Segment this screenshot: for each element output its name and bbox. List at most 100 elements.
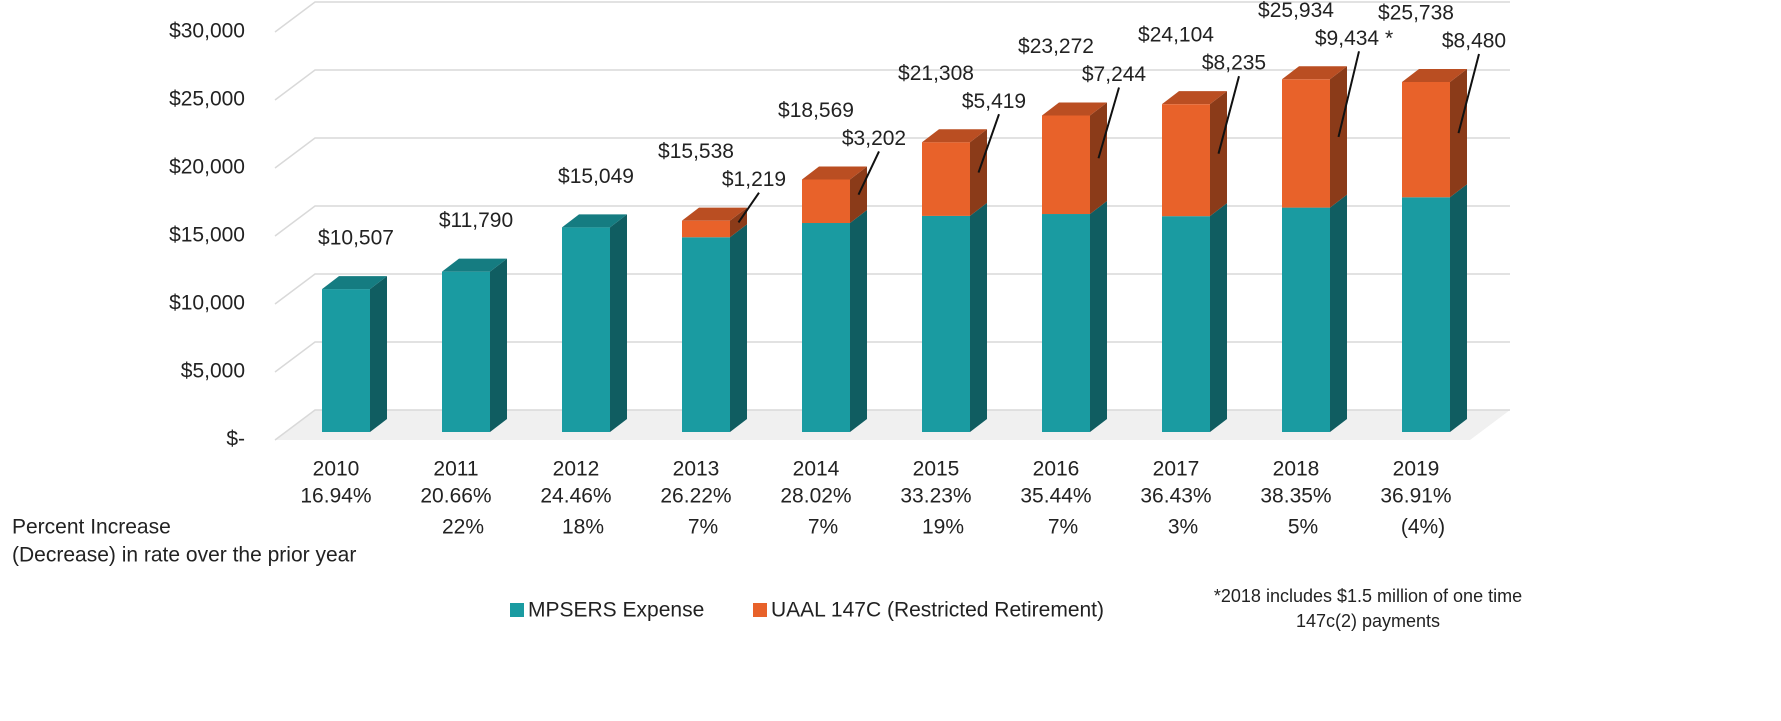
bar-side	[610, 214, 627, 432]
leader-line	[1337, 51, 1360, 138]
bar-segment	[1282, 79, 1330, 208]
total-label: $23,272	[1018, 35, 1094, 58]
percent-change-label: 7%	[808, 516, 838, 539]
rate-label: 33.23%	[900, 485, 971, 508]
value-label: $9,434 *	[1315, 27, 1393, 50]
bar-segment	[1402, 197, 1450, 432]
x-tick-label: 2016	[1033, 458, 1080, 481]
y-tick-label: $5,000	[181, 360, 245, 383]
bar-side	[850, 210, 867, 432]
value-label: $1,219	[722, 168, 786, 191]
grid-line	[274, 69, 1510, 101]
bar-side	[490, 258, 507, 432]
rate-label: 16.94%	[300, 485, 371, 508]
value-label: $8,480	[1442, 30, 1506, 53]
bar-segment	[442, 271, 490, 432]
total-label: $10,507	[318, 227, 394, 250]
x-tick-label: 2019	[1393, 458, 1440, 481]
x-tick-label: 2012	[553, 458, 600, 481]
x-tick-label: 2018	[1273, 458, 1320, 481]
bar-top	[442, 258, 507, 272]
total-label: $21,308	[898, 62, 974, 85]
bar-segment	[562, 227, 610, 432]
value-label: $7,244	[1082, 63, 1147, 86]
rate-label: 36.91%	[1380, 485, 1451, 508]
percent-change-label: 5%	[1288, 516, 1318, 539]
x-tick-label: 2010	[313, 458, 360, 481]
bar-segment	[1162, 104, 1210, 217]
y-tick-label: $-	[226, 428, 245, 451]
rate-label: 24.46%	[540, 485, 611, 508]
bar-top	[1162, 91, 1227, 105]
rate-label: 38.35%	[1260, 485, 1331, 508]
bar-top	[562, 214, 627, 228]
total-label: $15,049	[558, 165, 634, 188]
y-tick-label: $10,000	[169, 292, 245, 315]
x-tick-label: 2015	[913, 458, 960, 481]
y-tick-label: $20,000	[169, 156, 245, 179]
rate-label: 26.22%	[660, 485, 731, 508]
bar-segment	[1402, 81, 1450, 198]
total-label: $11,790	[439, 209, 513, 232]
bar-side	[370, 276, 387, 432]
y-tick-label: $30,000	[169, 20, 245, 43]
leader-line	[737, 192, 760, 224]
leader-line	[977, 113, 1000, 173]
rate-label: 28.02%	[780, 485, 851, 508]
bar-top	[322, 276, 387, 290]
y-tick-label: $15,000	[169, 224, 245, 247]
percent-change-label: 3%	[1168, 516, 1198, 539]
bar-side	[1210, 203, 1227, 432]
grid-line	[274, 205, 1510, 237]
total-label: $15,538	[658, 140, 734, 163]
percent-change-label: (4%)	[1401, 516, 1445, 539]
bar-top	[1042, 102, 1107, 116]
bar-top	[1402, 68, 1467, 82]
footnote: 147c(2) payments	[1296, 611, 1440, 631]
total-label: $25,934	[1258, 0, 1334, 22]
legend-label: MPSERS Expense	[528, 599, 704, 622]
x-tick-label: 2013	[673, 458, 720, 481]
bar-segment	[682, 220, 730, 238]
total-label: $25,738	[1378, 2, 1454, 25]
x-tick-label: 2014	[793, 458, 840, 481]
bar-top	[682, 207, 747, 221]
bar-segment	[1162, 216, 1210, 432]
bar-side	[1330, 194, 1347, 432]
bar-segment	[1042, 214, 1090, 432]
bar-segment	[922, 215, 970, 432]
bar-side	[1090, 201, 1107, 432]
bar-segment	[1282, 207, 1330, 432]
total-label: $18,569	[778, 99, 854, 122]
leader-line	[1457, 53, 1480, 134]
total-label: $24,104	[1138, 24, 1214, 47]
bar-segment	[1042, 115, 1090, 215]
rate-label: 20.66%	[420, 485, 491, 508]
grid-line	[274, 137, 1510, 169]
leader-line	[1217, 75, 1240, 154]
leader-line	[857, 151, 880, 196]
grid-line	[274, 1, 1510, 33]
grid-line	[274, 273, 1510, 305]
rate-label: 36.43%	[1140, 485, 1211, 508]
grid-line	[274, 341, 1510, 373]
bar-segment	[802, 223, 850, 432]
footnote: *2018 includes $1.5 million of one time	[1214, 586, 1522, 606]
percent-change-label: 7%	[688, 516, 718, 539]
legend-swatch	[753, 603, 767, 617]
grid-line	[274, 409, 1510, 441]
bar-segment	[922, 142, 970, 216]
percent-change-label: 7%	[1048, 516, 1078, 539]
legend-swatch	[510, 603, 524, 617]
row-label: (Decrease) in rate over the prior year	[12, 544, 356, 567]
value-label: $8,235	[1202, 52, 1266, 75]
x-tick-label: 2011	[433, 458, 478, 481]
leader-line	[1097, 87, 1120, 159]
value-label: $3,202	[842, 127, 906, 150]
percent-change-label: 22%	[442, 516, 484, 539]
percent-change-label: 19%	[922, 516, 964, 539]
bar-top	[922, 129, 987, 143]
rate-label: 35.44%	[1020, 485, 1091, 508]
bar-segment	[802, 179, 850, 224]
